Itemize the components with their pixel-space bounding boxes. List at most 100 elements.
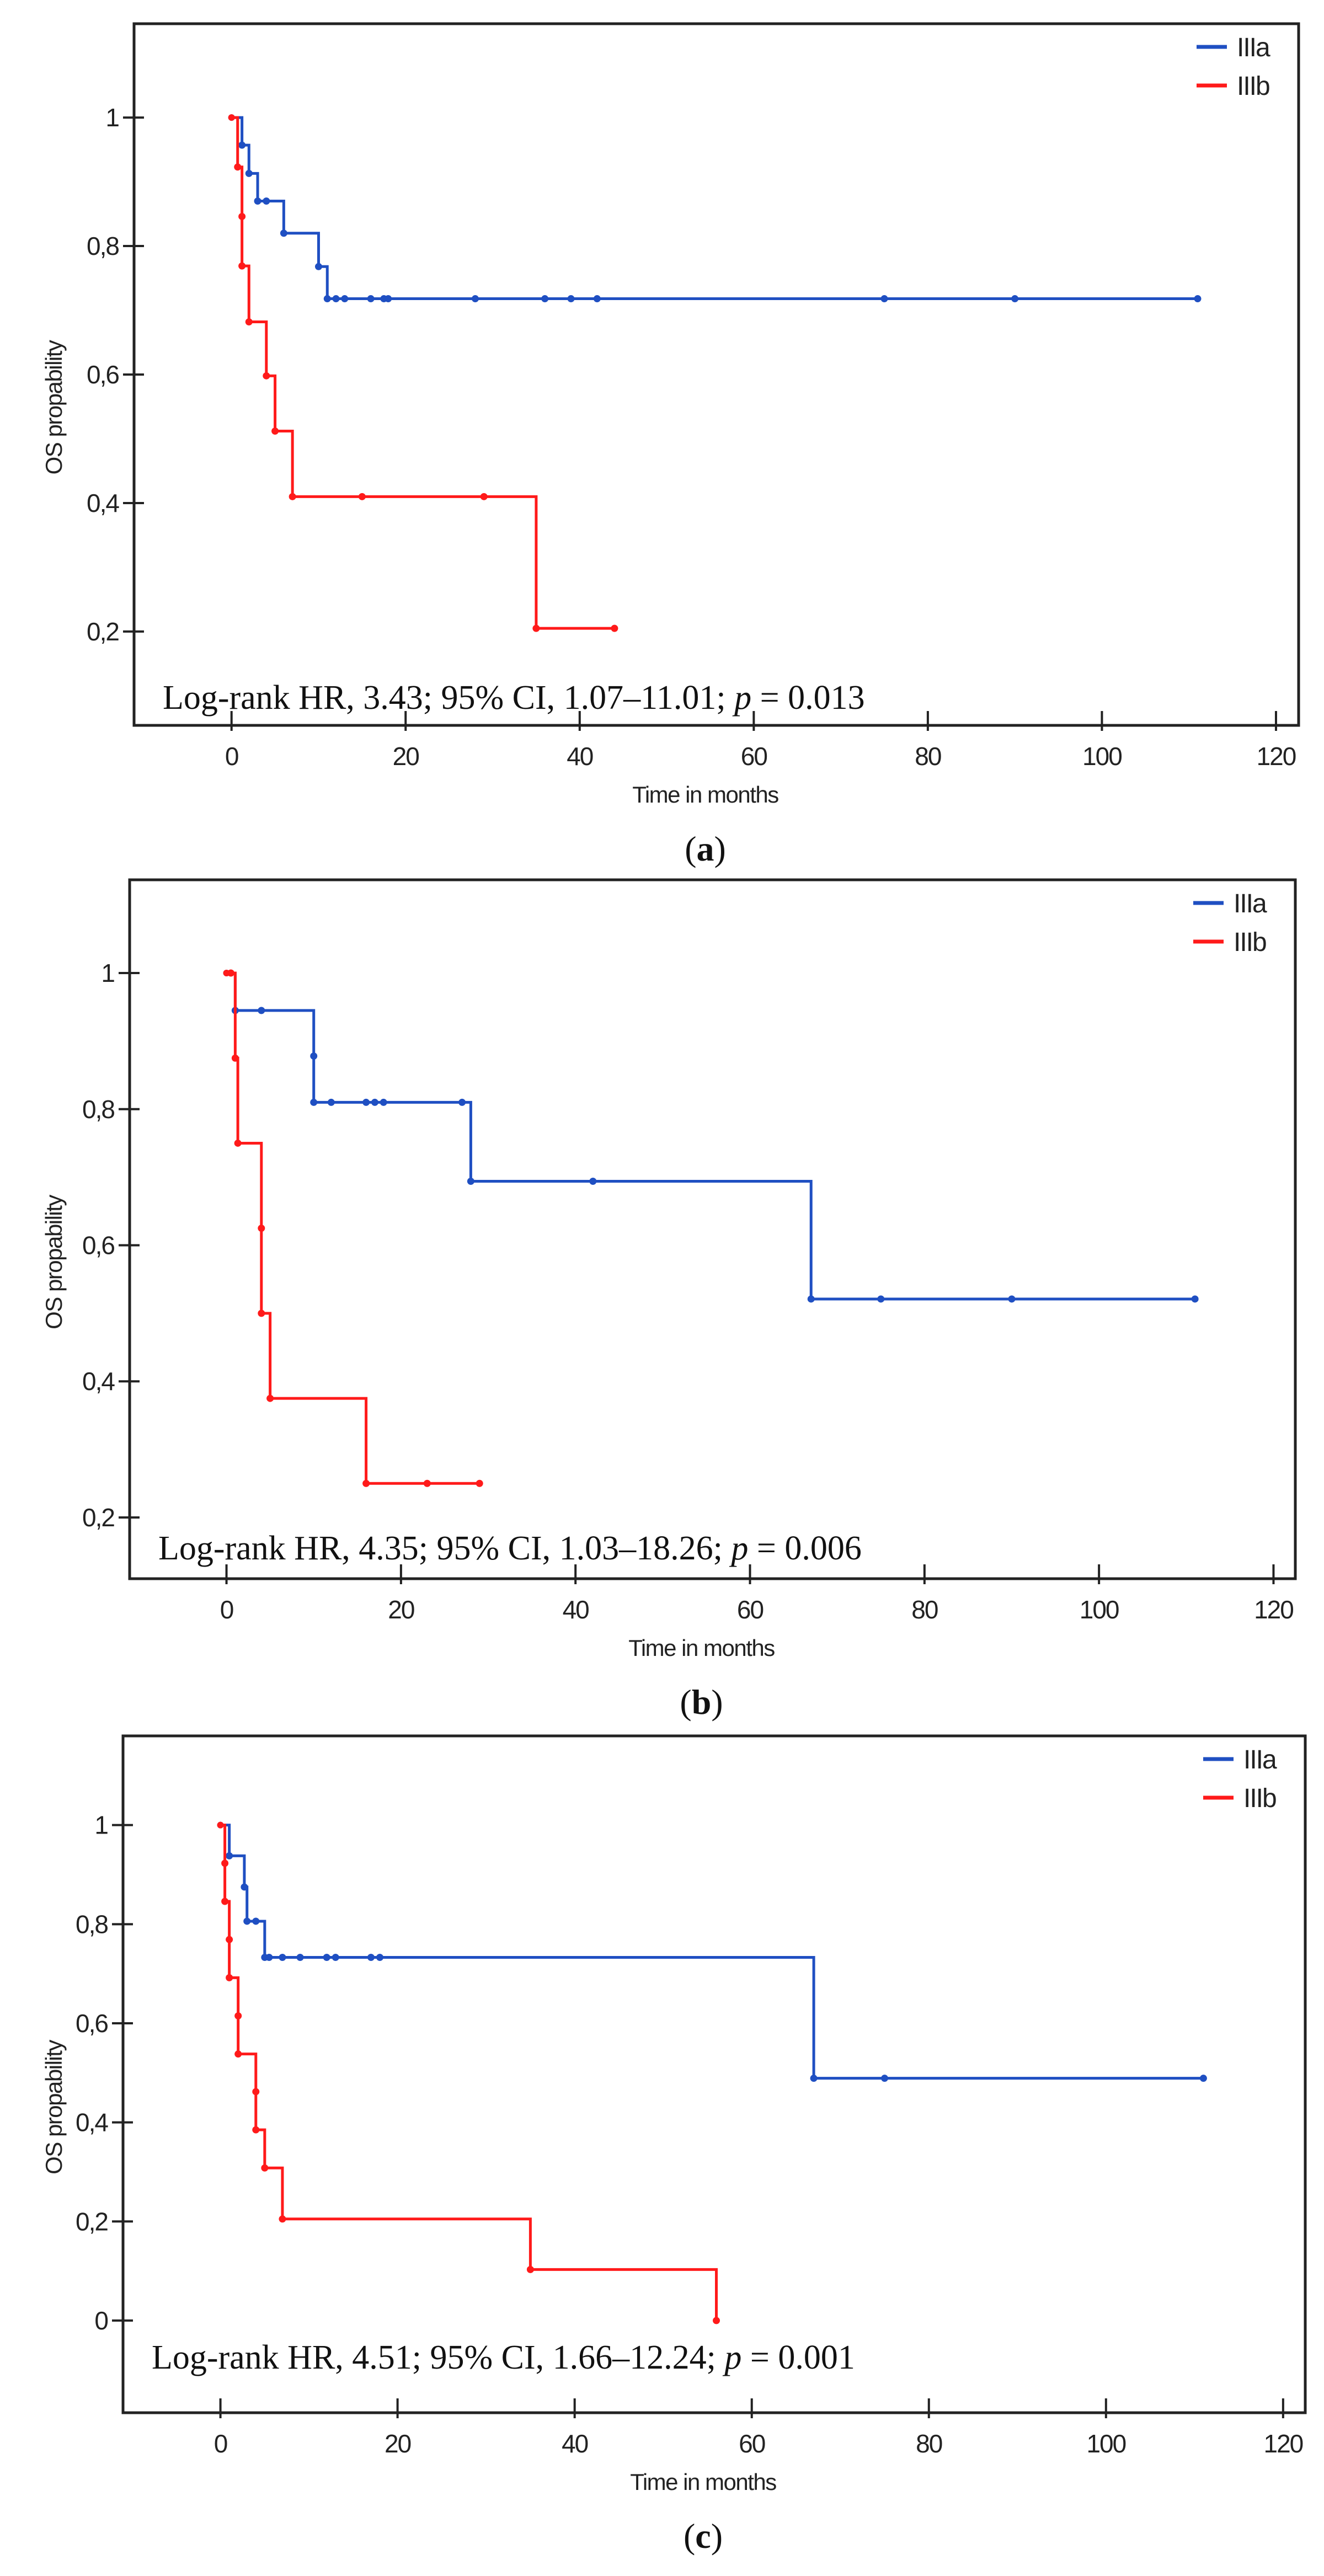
- x-tick-label: 100: [1080, 1595, 1119, 1624]
- logrank-annotation: Log-rank HR, 4.35; 95% CI, 1.03–18.26; p…: [158, 1530, 862, 1567]
- censor-mark: [323, 1954, 330, 1962]
- chart-panel-b: 0,2 0,4 0,6 0,8 1 0 20 40 60 80 100 120 Time in mont…: [41, 878, 1297, 1722]
- annotation-p-value: = 0.001: [741, 2339, 855, 2376]
- censor-mark: [332, 295, 340, 303]
- censor-mark: [252, 1917, 260, 1925]
- x-tick-label: 80: [915, 742, 941, 771]
- panel-paren-open: (: [685, 829, 696, 868]
- censor-mark: [341, 295, 349, 303]
- event-point: [238, 262, 246, 270]
- panel-paren-open: (: [684, 2516, 695, 2556]
- event-point: [245, 318, 253, 325]
- event-point: [238, 141, 246, 149]
- series-IIIb: [223, 969, 483, 1487]
- event-point: [221, 1859, 229, 1867]
- x-tick-label: 120: [1263, 2429, 1302, 2458]
- x-axis-title: Time in months: [628, 1635, 775, 1661]
- event-point: [807, 1295, 815, 1303]
- event-point: [231, 1054, 239, 1062]
- x-tick-label: 20: [393, 742, 419, 771]
- annotation-p-value: = 0.006: [748, 1530, 861, 1567]
- y-tick-label: 1: [94, 1811, 108, 1840]
- annotation-p-symbol: p: [732, 679, 751, 717]
- chart-panel-c: 0 0,2 0,4 0,6 0,8 1 0 20 40 60 80 100 120 Time in mon…: [41, 1734, 1307, 2556]
- event-point: [713, 2317, 720, 2324]
- x-tick-label: 0: [225, 742, 238, 771]
- event-point: [245, 169, 253, 177]
- logrank-annotation: Log-rank HR, 4.51; 95% CI, 1.66–12.24; p…: [152, 2339, 855, 2376]
- event-point: [310, 1098, 318, 1106]
- censor-mark: [1011, 295, 1019, 303]
- event-point: [254, 197, 261, 205]
- censor-mark: [227, 969, 234, 977]
- x-tick-label: 120: [1254, 1595, 1293, 1624]
- event-point: [258, 1310, 265, 1317]
- series-IIIb: [228, 114, 618, 632]
- event-point: [323, 295, 331, 303]
- survival-curve-IIIa: [220, 1824, 1204, 2080]
- x-tick-label: 60: [739, 2429, 765, 2458]
- panel-paren-close: ): [714, 829, 726, 868]
- series-IIIa: [228, 114, 1202, 303]
- annotation-text: Log-rank HR, 4.35; 95% CI, 1.03–18.26;: [158, 1530, 731, 1567]
- event-point: [261, 2164, 269, 2172]
- y-axis-title: OS propability: [41, 340, 67, 474]
- censor-mark: [385, 295, 392, 303]
- panel-label: (a): [685, 829, 726, 868]
- survival-curve-IIIb: [231, 116, 615, 630]
- annotation-text: Log-rank HR, 4.51; 95% CI, 1.66–12.24;: [152, 2339, 724, 2376]
- censor-mark: [332, 1954, 339, 1962]
- censor-mark: [327, 1098, 335, 1106]
- event-point: [234, 2012, 242, 2020]
- censor-mark: [458, 1098, 466, 1106]
- x-tick-label: 40: [563, 1595, 589, 1624]
- censor-mark: [423, 1479, 431, 1487]
- x-tick-label: 60: [741, 742, 767, 771]
- panel-paren-close: ): [711, 1682, 723, 1722]
- event-point: [263, 372, 270, 380]
- censor-mark: [880, 295, 888, 303]
- panel-letter-a: a: [697, 829, 714, 868]
- event-point: [221, 1898, 229, 1905]
- series-IIIa: [223, 970, 1199, 1303]
- x-tick-label: 20: [388, 1595, 414, 1624]
- annotation-p-value: = 0.013: [751, 679, 864, 717]
- y-tick-label: 0,2: [87, 617, 119, 646]
- x-tick-label: 80: [911, 1595, 938, 1624]
- event-point: [314, 263, 322, 270]
- event-point: [238, 212, 246, 220]
- y-axis-title: OS propability: [41, 2040, 67, 2174]
- censor-mark: [589, 1178, 597, 1185]
- censor-mark: [471, 295, 479, 303]
- survival-curve-IIIa: [226, 971, 1195, 1301]
- event-point: [310, 1052, 318, 1060]
- plot-frame: [128, 878, 1297, 1580]
- censor-mark: [611, 624, 618, 632]
- x-tick-label: 40: [562, 2429, 588, 2458]
- event-point: [362, 1479, 370, 1487]
- panel-paren-open: (: [680, 1682, 691, 1722]
- censor-mark: [265, 1954, 273, 1962]
- x-tick-label: 40: [567, 742, 593, 771]
- event-point: [279, 2215, 286, 2223]
- panel-paren-close: ): [711, 2516, 723, 2556]
- event-point: [266, 1394, 274, 1402]
- event-point: [228, 114, 235, 121]
- event-point: [258, 1225, 265, 1232]
- survival-curve-IIIa: [231, 116, 1198, 301]
- event-point: [280, 229, 287, 237]
- y-tick-label: 0,2: [76, 2207, 108, 2236]
- event-point: [234, 1139, 242, 1147]
- event-point: [532, 624, 540, 632]
- y-tick-label: 0,4: [82, 1367, 115, 1396]
- x-tick-label: 0: [220, 1595, 233, 1624]
- y-tick-label: 0,8: [76, 1910, 108, 1938]
- plot-frame: [132, 22, 1300, 727]
- event-point: [226, 1974, 233, 1981]
- censor-mark: [476, 1479, 483, 1487]
- event-point: [217, 1821, 224, 1829]
- censor-mark: [358, 493, 366, 500]
- x-axis-title: Time in months: [632, 782, 778, 808]
- censor-mark: [567, 295, 575, 303]
- event-point: [467, 1178, 474, 1185]
